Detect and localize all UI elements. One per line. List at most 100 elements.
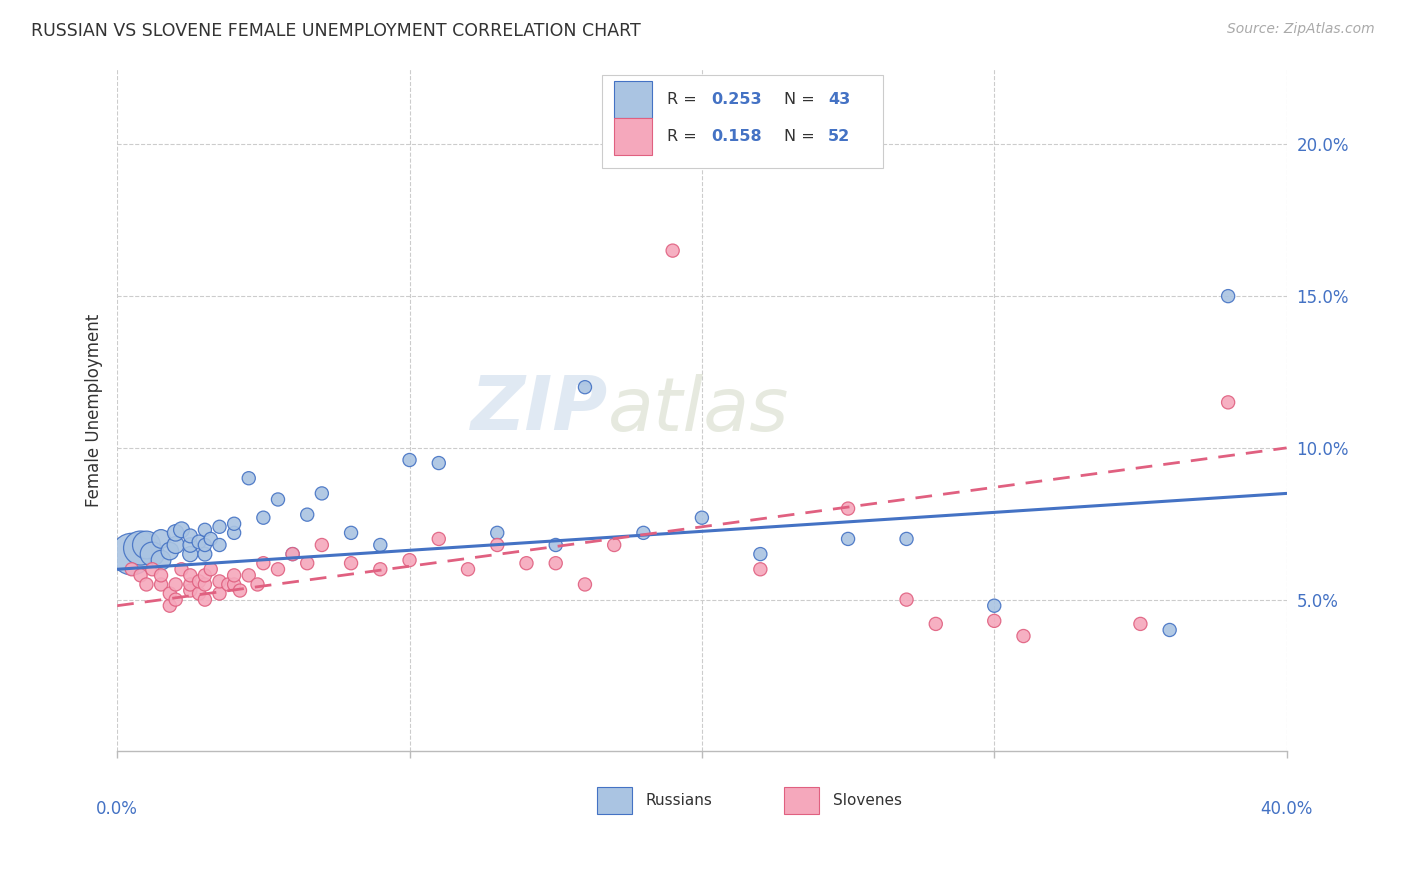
Point	[165, 577, 187, 591]
Point	[1159, 623, 1181, 637]
Text: 43: 43	[828, 92, 851, 107]
Point	[217, 577, 239, 591]
FancyBboxPatch shape	[614, 118, 651, 155]
Point	[896, 532, 918, 546]
FancyBboxPatch shape	[603, 75, 883, 168]
Text: 40.0%: 40.0%	[1260, 800, 1313, 818]
Point	[297, 508, 319, 522]
Point	[135, 538, 157, 552]
Point	[340, 556, 363, 570]
Point	[925, 616, 948, 631]
Text: Source: ZipAtlas.com: Source: ZipAtlas.com	[1227, 22, 1375, 37]
Point	[159, 544, 181, 558]
Point	[983, 614, 1005, 628]
Text: ZIP: ZIP	[471, 374, 609, 446]
Point	[633, 525, 655, 540]
Point	[340, 525, 363, 540]
Point	[544, 538, 567, 552]
Point	[159, 586, 181, 600]
Point	[368, 538, 391, 552]
Point	[150, 577, 173, 591]
Point	[208, 574, 231, 589]
Point	[238, 471, 260, 485]
Point	[486, 525, 509, 540]
Point	[1129, 616, 1152, 631]
Point	[194, 568, 217, 582]
Point	[179, 547, 201, 561]
Point	[515, 556, 537, 570]
Point	[246, 577, 269, 591]
Point	[661, 244, 683, 258]
Point	[311, 486, 333, 500]
Text: Slovenes: Slovenes	[832, 793, 901, 808]
Point	[194, 592, 217, 607]
Point	[368, 562, 391, 576]
Point	[170, 562, 193, 576]
Point	[179, 538, 201, 552]
Point	[129, 541, 152, 555]
Point	[179, 568, 201, 582]
Point	[165, 538, 187, 552]
Point	[574, 577, 596, 591]
FancyBboxPatch shape	[614, 81, 651, 119]
Point	[603, 538, 626, 552]
Point	[224, 525, 246, 540]
Text: 0.158: 0.158	[711, 129, 762, 144]
Point	[281, 547, 304, 561]
Point	[188, 574, 211, 589]
Point	[194, 538, 217, 552]
Point	[229, 583, 252, 598]
Point	[150, 553, 173, 567]
Point	[179, 583, 201, 598]
Point	[121, 562, 143, 576]
FancyBboxPatch shape	[596, 787, 631, 814]
Point	[267, 562, 290, 576]
Point	[398, 453, 420, 467]
Point	[224, 516, 246, 531]
Text: 0.0%: 0.0%	[96, 800, 138, 818]
Point	[224, 568, 246, 582]
Point	[200, 532, 222, 546]
Point	[141, 547, 163, 561]
Point	[150, 568, 173, 582]
Point	[208, 586, 231, 600]
Point	[1216, 289, 1239, 303]
Point	[427, 532, 450, 546]
Point	[159, 599, 181, 613]
Point	[896, 592, 918, 607]
Point	[135, 577, 157, 591]
Point	[398, 553, 420, 567]
Text: 52: 52	[828, 129, 851, 144]
Point	[170, 523, 193, 537]
Point	[749, 562, 772, 576]
Point	[252, 556, 274, 570]
Point	[224, 577, 246, 591]
Point	[150, 532, 173, 546]
Point	[1216, 395, 1239, 409]
Point	[281, 547, 304, 561]
Point	[208, 538, 231, 552]
FancyBboxPatch shape	[783, 787, 818, 814]
Point	[129, 568, 152, 582]
Point	[121, 547, 143, 561]
Point	[194, 523, 217, 537]
Point	[208, 520, 231, 534]
Point	[486, 538, 509, 552]
Text: 0.253: 0.253	[711, 92, 762, 107]
Point	[457, 562, 479, 576]
Point	[141, 562, 163, 576]
Point	[311, 538, 333, 552]
Point	[297, 556, 319, 570]
Point	[165, 525, 187, 540]
Text: RUSSIAN VS SLOVENE FEMALE UNEMPLOYMENT CORRELATION CHART: RUSSIAN VS SLOVENE FEMALE UNEMPLOYMENT C…	[31, 22, 641, 40]
Point	[194, 547, 217, 561]
Point	[165, 592, 187, 607]
Point	[252, 510, 274, 524]
Point	[837, 501, 859, 516]
Point	[194, 577, 217, 591]
Text: R =: R =	[666, 129, 702, 144]
Point	[749, 547, 772, 561]
Point	[238, 568, 260, 582]
Text: atlas: atlas	[609, 374, 790, 446]
Point	[179, 577, 201, 591]
